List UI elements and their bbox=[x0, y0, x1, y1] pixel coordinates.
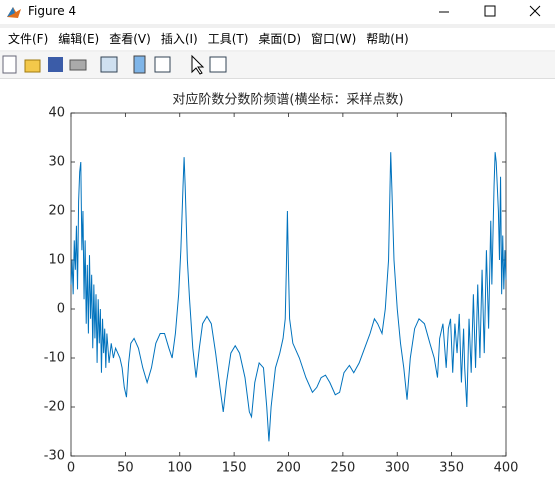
data-line bbox=[70, 152, 507, 442]
menu-bar: 文件(F) 编辑(E) 查看(V) 插入(I) 工具(T) 桌面(D) 窗口(W) 帮助(H) bbox=[0, 28, 555, 50]
y-tick-label: 40 bbox=[48, 106, 65, 121]
x-tick-label: 100 bbox=[167, 461, 192, 476]
title-bar: Figure 4 bbox=[0, 0, 555, 24]
y-tick-label: -20 bbox=[44, 400, 65, 415]
x-tick-label: 250 bbox=[330, 461, 355, 476]
menu-item[interactable]: 文件(F) bbox=[8, 32, 49, 46]
chart-title: 对应阶数分数阶频谱(横坐标：采样点数) bbox=[172, 92, 403, 108]
y-tick-label: 30 bbox=[48, 155, 65, 170]
toolbar bbox=[0, 52, 555, 79]
window-title: Figure 4 bbox=[28, 4, 77, 18]
menu-item[interactable]: 插入(I) bbox=[160, 32, 198, 46]
x-tick-label: 50 bbox=[117, 461, 134, 476]
y-tick-label: 10 bbox=[48, 253, 65, 268]
menu-item[interactable]: 查看(V) bbox=[109, 32, 151, 46]
window-controls[interactable] bbox=[425, 0, 555, 24]
x-tick-label: 400 bbox=[494, 461, 519, 476]
toolbar-icons[interactable] bbox=[0, 52, 240, 78]
y-tick-label: 0 bbox=[57, 302, 65, 317]
menu-item[interactable]: 编辑(E) bbox=[58, 32, 100, 46]
x-tick-label: 150 bbox=[222, 461, 247, 476]
menu-item[interactable]: 帮助(H) bbox=[366, 32, 409, 46]
y-tick-label: -10 bbox=[44, 351, 65, 366]
y-tick-label: -30 bbox=[44, 449, 65, 464]
x-tick-label: 200 bbox=[276, 461, 301, 476]
menu-item[interactable]: 窗口(W) bbox=[311, 32, 357, 46]
x-tick-label: 300 bbox=[385, 461, 410, 476]
app-icon bbox=[7, 7, 21, 18]
menu-item[interactable]: 工具(T) bbox=[207, 32, 249, 46]
x-tick-label: 0 bbox=[67, 461, 75, 476]
menu-item[interactable]: 桌面(D) bbox=[258, 32, 302, 46]
y-tick-label: 20 bbox=[48, 204, 65, 219]
x-tick-label: 350 bbox=[439, 461, 464, 476]
